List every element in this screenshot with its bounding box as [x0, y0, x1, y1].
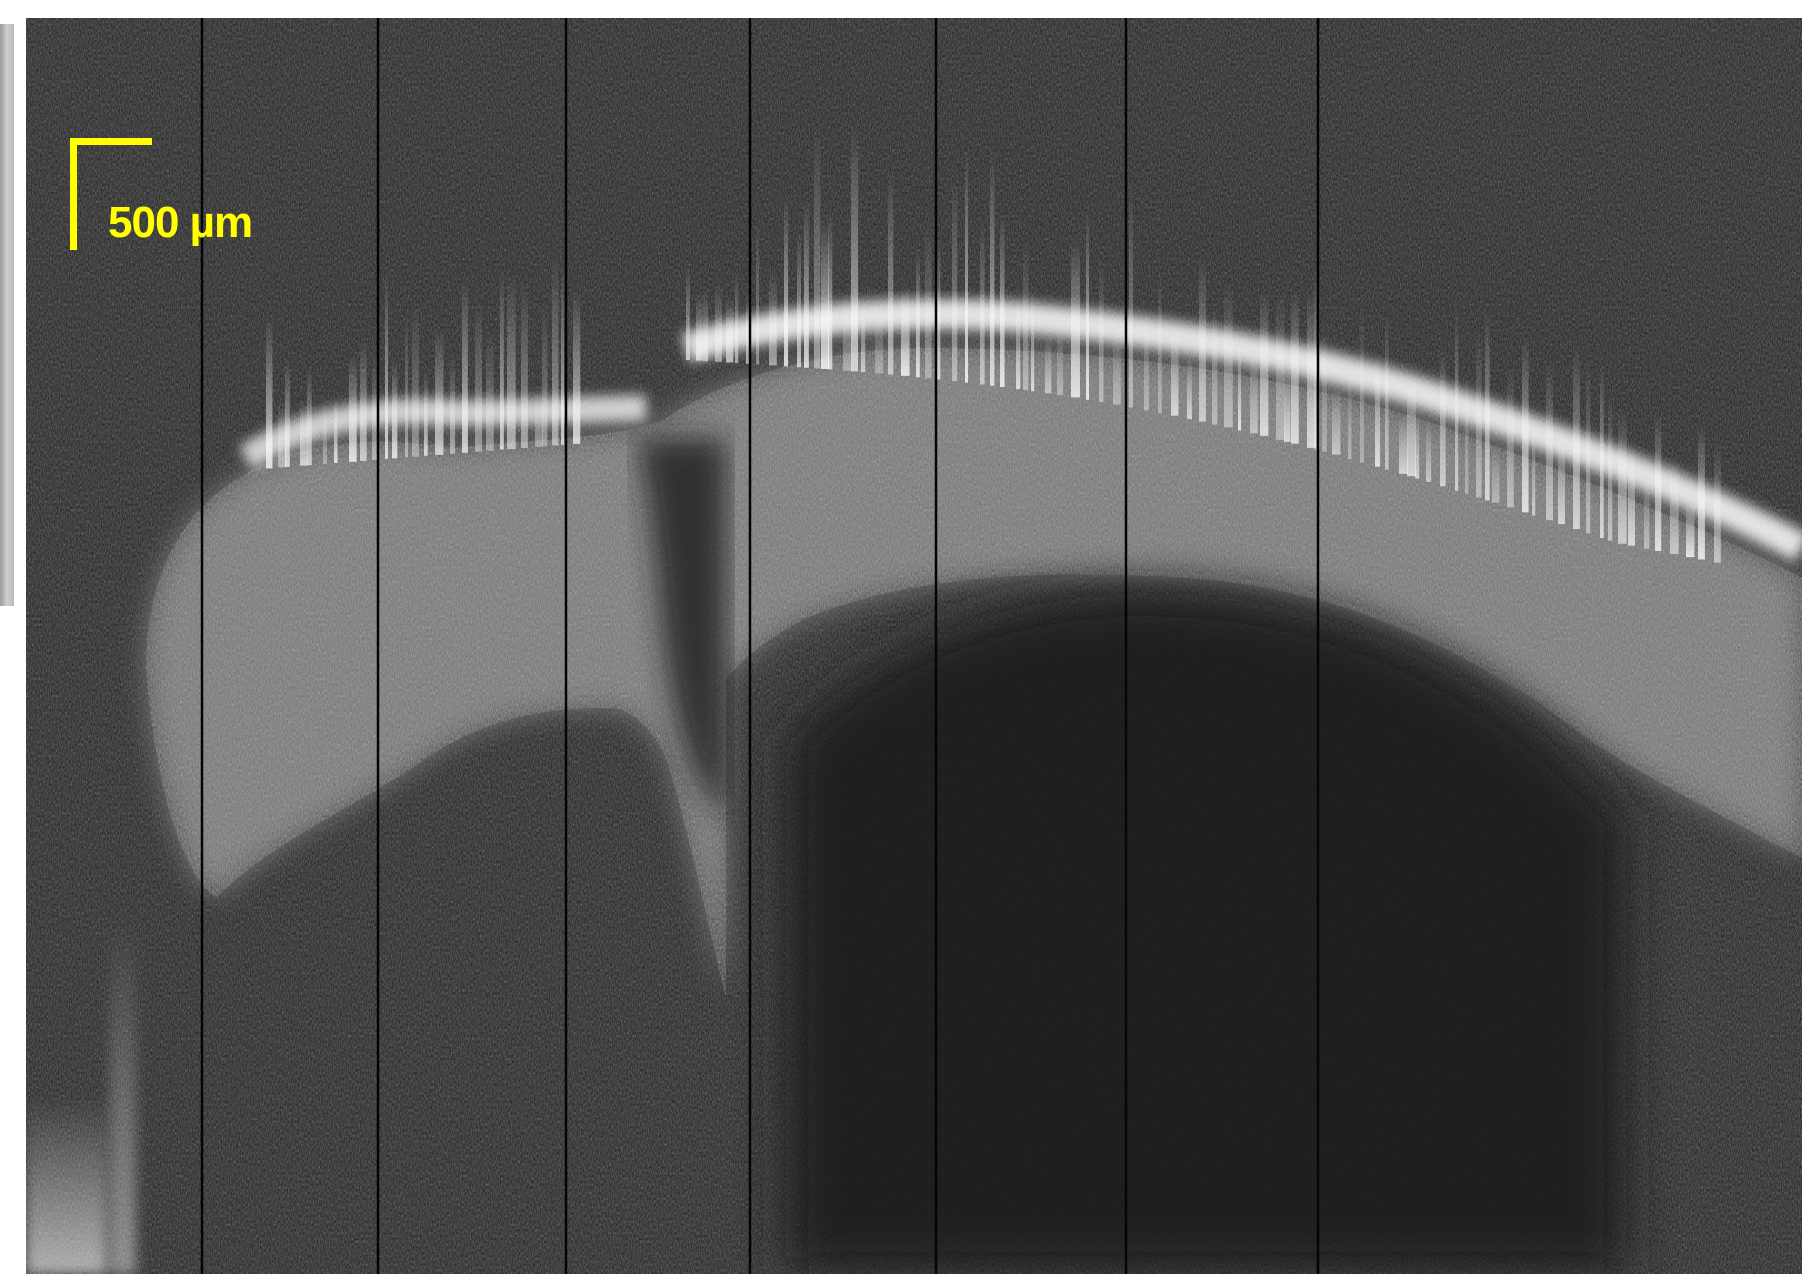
scale-bar-vertical: [70, 138, 77, 250]
frame-stitch-lines: [200, 18, 1320, 1274]
scale-bar-label: 500 µm: [108, 198, 253, 247]
oct-scan-graphic: [26, 18, 1802, 1274]
saturation-artifacts: [266, 123, 1721, 563]
scale-bar: 500 µm: [70, 138, 280, 278]
lower-left-artifact: [26, 918, 136, 1274]
scale-bar-horizontal: [70, 138, 152, 145]
adjacent-panel-edge: [0, 24, 14, 606]
oct-cross-section-image: 500 µm: [26, 18, 1802, 1274]
